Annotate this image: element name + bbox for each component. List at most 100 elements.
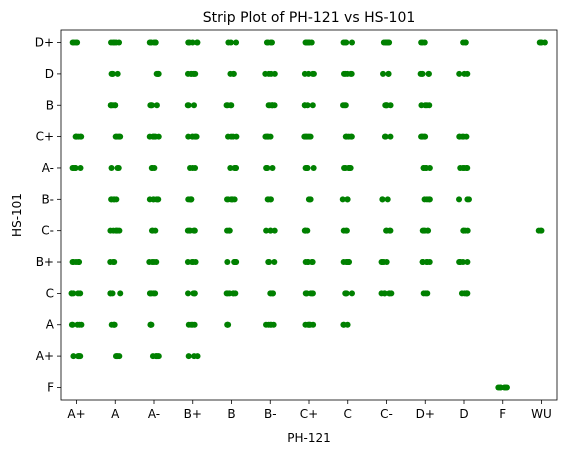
data-point [418,39,425,46]
data-point [149,133,156,140]
data-point [348,70,355,77]
y-tick-label: B- [41,192,54,206]
data-point [190,102,197,109]
data-point [77,353,84,360]
data-point [263,39,270,46]
y-axis: D+ D B C+ A- B- C- B+ C A A+ F [35,36,61,394]
data-point [187,164,194,171]
data-point [464,70,471,77]
y-tick-label: A+ [36,349,54,363]
data-point [309,70,316,77]
data-point [110,39,117,46]
data-point [191,227,198,234]
data-point [231,164,238,171]
data-point [184,259,191,266]
x-tick-label: C- [380,407,393,421]
data-point [302,164,309,171]
data-point [271,259,278,266]
data-point [155,70,162,77]
data-point [307,133,314,140]
data-point [224,259,231,266]
data-point [263,321,270,328]
y-tick-label: C- [41,224,54,238]
data-point [304,227,311,234]
data-point [503,384,510,391]
data-point [77,164,84,171]
data-point [342,39,349,46]
data-point [70,290,77,297]
data-point [114,70,121,77]
data-point [464,227,471,234]
data-point [463,290,470,297]
data-point [189,259,196,266]
data-point [146,259,153,266]
data-point [387,133,394,140]
x-tick-label: D [459,407,468,421]
data-point [76,259,83,266]
data-point [224,321,231,328]
plot-area [61,30,557,400]
data-point [344,259,351,266]
data-point [308,290,315,297]
data-point [185,39,192,46]
data-point [382,133,389,140]
data-point [462,39,469,46]
x-axis-label: PH-121 [287,431,331,445]
data-point [155,353,162,360]
data-point [109,290,116,297]
data-point [380,70,387,77]
data-point [340,102,347,109]
data-point [267,227,274,234]
y-tick-label: A- [42,161,54,175]
data-point [232,259,239,266]
data-point [348,133,355,140]
data-point [226,227,233,234]
data-point [148,227,155,234]
data-point [263,164,270,171]
y-tick-label: A [46,318,55,332]
data-point [78,321,85,328]
data-point [465,196,472,203]
data-point [153,102,160,109]
data-point [75,290,82,297]
x-tick-label: F [499,407,506,421]
data-point [464,259,471,266]
data-point [341,321,347,328]
data-point [117,290,124,297]
data-point [425,227,432,234]
data-point [456,70,463,77]
x-tick-label: A- [148,407,160,421]
data-point [349,39,356,46]
data-point [115,164,122,171]
data-point [421,133,428,140]
data-point [269,290,276,297]
data-point [343,133,350,140]
data-point [302,259,309,266]
data-point [230,290,237,297]
data-point [424,259,431,266]
x-tick-label: B- [264,407,277,421]
data-point [225,133,232,140]
y-tick-label: C+ [36,130,54,144]
x-tick-label: WU [531,407,552,421]
data-point [341,164,348,171]
data-point [344,196,351,203]
data-point [535,227,542,234]
y-tick-label: B [46,98,54,112]
data-point [225,39,232,46]
data-point [379,196,386,203]
data-point [150,259,157,266]
chart-title: Strip Plot of PH-121 vs HS-101 [203,10,416,26]
data-point [146,290,153,297]
x-tick-label: B [227,407,235,421]
data-point [73,133,80,140]
data-point [268,102,275,109]
data-point [384,196,391,203]
y-tick-label: D [45,67,54,81]
data-point [70,353,77,360]
data-point [187,227,194,234]
data-point [185,321,192,328]
y-tick-label: B+ [36,255,54,269]
data-point [154,196,161,203]
data-point [310,164,317,171]
